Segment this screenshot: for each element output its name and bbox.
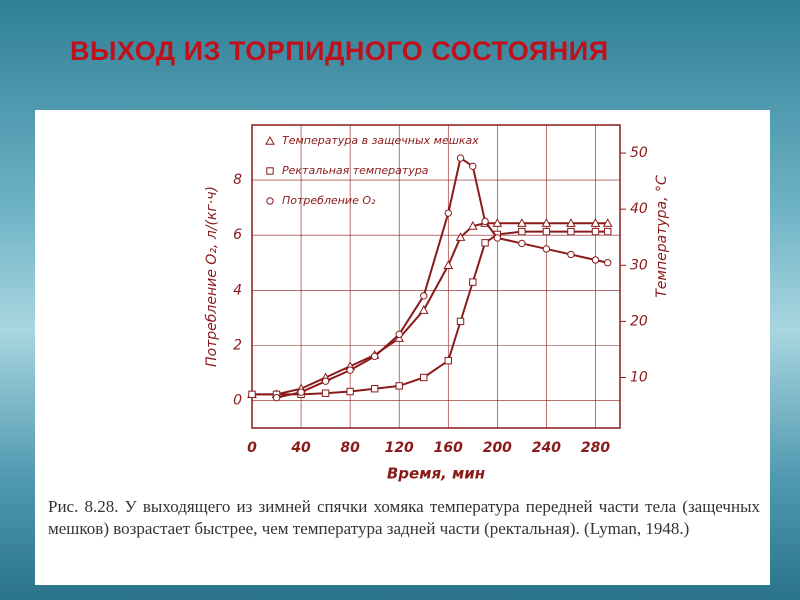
legend-marker xyxy=(265,135,275,145)
marker xyxy=(370,385,379,393)
legend-marker xyxy=(266,167,274,175)
series-line xyxy=(252,222,608,396)
marker xyxy=(604,227,612,236)
caption: Рис. 8.28. У выходящего из зимней спячки… xyxy=(48,497,760,538)
panel xyxy=(35,110,770,585)
marker xyxy=(566,218,576,227)
marker xyxy=(456,154,465,162)
series-line xyxy=(252,230,608,396)
marker xyxy=(542,245,551,253)
y2-tick-label: 50 xyxy=(630,145,648,161)
x-tick-label: 200 xyxy=(483,440,512,456)
marker xyxy=(444,209,452,217)
y-axis-label: Потребление O₂, л/(кг·ч) xyxy=(204,186,220,367)
legend-label: Потребление O₂ xyxy=(282,194,376,207)
marker xyxy=(591,256,600,264)
x-axis-label: Время, мин xyxy=(387,465,485,483)
x-tick-label: 40 xyxy=(290,440,311,456)
marker xyxy=(420,373,428,382)
marker xyxy=(467,220,478,230)
marker xyxy=(321,389,330,397)
y2-tick-label: 10 xyxy=(630,370,648,386)
marker xyxy=(517,218,527,227)
marker xyxy=(518,239,526,248)
y-tick-label: 0 xyxy=(233,392,242,408)
marker xyxy=(248,390,256,399)
marker xyxy=(321,377,330,385)
x-tick-label: 160 xyxy=(434,440,463,456)
marker xyxy=(567,227,575,236)
marker xyxy=(602,218,613,227)
marker xyxy=(346,366,354,374)
marker xyxy=(420,292,428,300)
y2-tick-label: 20 xyxy=(630,313,648,329)
marker xyxy=(542,227,551,236)
y-tick-label: 4 xyxy=(233,282,242,298)
marker xyxy=(590,218,601,227)
marker xyxy=(297,388,305,396)
marker xyxy=(604,259,612,267)
marker xyxy=(395,382,403,390)
y-tick-label: 6 xyxy=(233,227,242,243)
x-tick-label: 240 xyxy=(532,440,561,456)
y2-axis-label: Температура, °С xyxy=(654,175,670,298)
marker xyxy=(567,250,575,259)
marker xyxy=(493,234,502,242)
marker xyxy=(395,330,403,339)
legend-marker xyxy=(266,197,274,205)
y-tick-label: 2 xyxy=(233,337,242,353)
legend-label: Ректальная температура xyxy=(282,164,429,177)
marker xyxy=(469,162,477,171)
y-tick-label: 8 xyxy=(233,172,242,188)
x-tick-label: 280 xyxy=(581,440,610,456)
marker xyxy=(481,239,489,247)
marker xyxy=(272,394,281,402)
marker xyxy=(443,260,454,269)
marker xyxy=(541,218,552,227)
legend-label: Температура в защечных мешках xyxy=(282,134,479,147)
y2-tick-label: 40 xyxy=(630,201,648,217)
marker xyxy=(455,232,466,241)
marker xyxy=(444,356,452,365)
slide-title: ВЫХОД ИЗ ТОРПИДНОГО СОСТОЯНИЯ xyxy=(70,36,609,66)
marker xyxy=(469,278,477,286)
marker xyxy=(481,217,489,226)
x-tick-label: 0 xyxy=(247,440,257,456)
y2-tick-label: 30 xyxy=(630,257,648,273)
x-tick-label: 120 xyxy=(385,440,414,456)
marker xyxy=(346,387,354,396)
marker xyxy=(492,218,503,227)
marker xyxy=(591,227,600,236)
marker xyxy=(456,317,465,326)
marker xyxy=(518,227,526,236)
marker xyxy=(418,305,429,314)
x-tick-label: 80 xyxy=(340,440,360,456)
marker xyxy=(370,352,379,361)
